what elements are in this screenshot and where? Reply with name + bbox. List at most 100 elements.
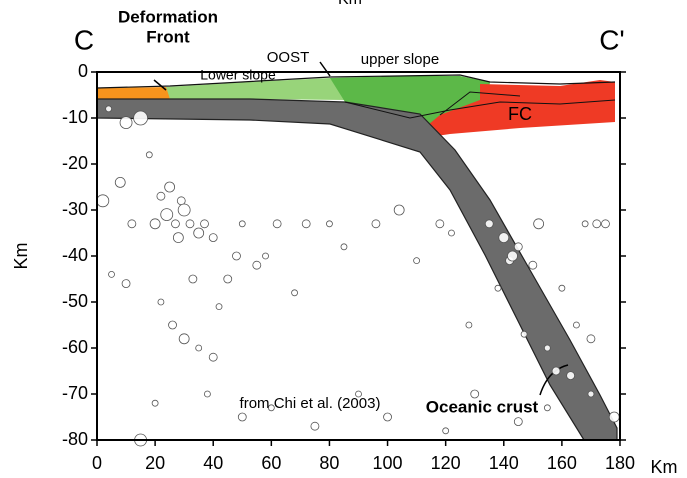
earthquake [355, 390, 362, 398]
earthquake [340, 243, 348, 251]
earthquake [543, 404, 551, 412]
earthquake [393, 204, 405, 216]
annotation: upper slope [361, 51, 439, 68]
earthquake [566, 371, 576, 381]
y-tick-label: -20 [62, 153, 88, 173]
annotation: OOST [267, 49, 310, 66]
x-tick-label: 80 [319, 453, 339, 473]
wedge-layer [97, 87, 170, 99]
y-tick-label: 0 [78, 61, 88, 81]
earthquake [573, 321, 580, 329]
y-tick-label: -60 [62, 337, 88, 357]
y-tick-label: -40 [62, 245, 88, 265]
y-tick-label: -50 [62, 291, 88, 311]
earthquake [528, 260, 538, 270]
x-tick-label: 120 [431, 453, 461, 473]
earthquake [435, 219, 445, 229]
x-tick-label: 60 [261, 453, 281, 473]
earthquake [551, 366, 561, 376]
earthquake [178, 333, 190, 345]
earthquake [371, 219, 381, 229]
annotation: FC [508, 104, 532, 124]
fault-line [439, 91, 521, 116]
earthquake [465, 321, 473, 329]
earthquake [145, 151, 153, 159]
section-label: C [74, 24, 94, 55]
earthquake [442, 427, 450, 435]
earthquake [272, 219, 282, 229]
earthquake [237, 412, 247, 422]
earthquake [119, 116, 133, 129]
crust-arrow [539, 364, 569, 396]
earthquake [195, 344, 203, 352]
earthquake [252, 260, 262, 270]
axes-layer: 0 20 40 60 80 100 120 140 160 180 0 -10 -20 -30 -40 -50… [62, 61, 635, 473]
section-label: C' [599, 24, 625, 55]
earthquake [223, 274, 233, 284]
lower-slope-layer [166, 78, 345, 100]
earthquake [168, 320, 177, 330]
earthquake [208, 352, 218, 362]
earthquake [127, 219, 137, 229]
earthquake [507, 250, 518, 262]
annotation: Oceanic crust [426, 397, 539, 416]
earthquake [586, 334, 596, 344]
earthquake [172, 232, 184, 244]
annotation: from Chi et al. (2003) [240, 395, 381, 412]
x-tick-label: 40 [203, 453, 223, 473]
front-arrow [153, 79, 167, 91]
y-axis-label: Km [11, 243, 31, 270]
earthquake [204, 390, 211, 398]
earthquake [326, 220, 333, 228]
earthquake [232, 251, 241, 261]
earthquake [484, 219, 494, 229]
earthquake [149, 218, 161, 230]
top-label: Km [338, 0, 362, 8]
points-layer [96, 105, 620, 447]
y-tick-label: -10 [62, 107, 88, 127]
earthquake [587, 390, 595, 398]
earthquake [133, 110, 148, 126]
earthquake [193, 227, 205, 239]
earthquake [177, 203, 191, 217]
earthquake [238, 220, 246, 228]
y-tick-label: -30 [62, 199, 88, 219]
seafloor-line [96, 74, 616, 89]
earthquake [413, 257, 421, 265]
x-tick-label: 140 [489, 453, 519, 473]
earthquake [301, 219, 311, 229]
earthquake [608, 411, 620, 423]
earthquake [215, 303, 223, 311]
earthquake [494, 284, 502, 292]
earthquake [558, 284, 566, 292]
fault-line [344, 99, 616, 119]
annotation: Deformation [118, 7, 218, 26]
x-tick-label: 180 [605, 453, 635, 473]
earthquake [470, 389, 480, 399]
x-tick-label: 0 [92, 453, 102, 473]
earthquake [498, 232, 510, 244]
x-tick-label: 160 [547, 453, 577, 473]
x-tick-label: 100 [373, 453, 403, 473]
earthquake [176, 196, 186, 206]
x-axis-label: Km [651, 457, 678, 477]
earthquake [601, 219, 610, 229]
earthquake [156, 191, 166, 201]
earthquake [448, 229, 455, 237]
earthquake [121, 279, 131, 289]
earthquake [383, 412, 392, 422]
earthquake [171, 219, 180, 229]
annotation: Front [146, 27, 190, 46]
earthquake [157, 298, 165, 306]
earthquake [543, 344, 551, 352]
earthquake [164, 181, 176, 193]
earthquake [185, 219, 195, 229]
earthquake [114, 176, 126, 188]
earthquake [267, 404, 275, 412]
earthquake [581, 220, 589, 228]
y-tick-label: -80 [62, 429, 88, 449]
earthquake [96, 194, 110, 208]
oceanic-slab [96, 98, 618, 441]
earthquake [513, 242, 523, 252]
